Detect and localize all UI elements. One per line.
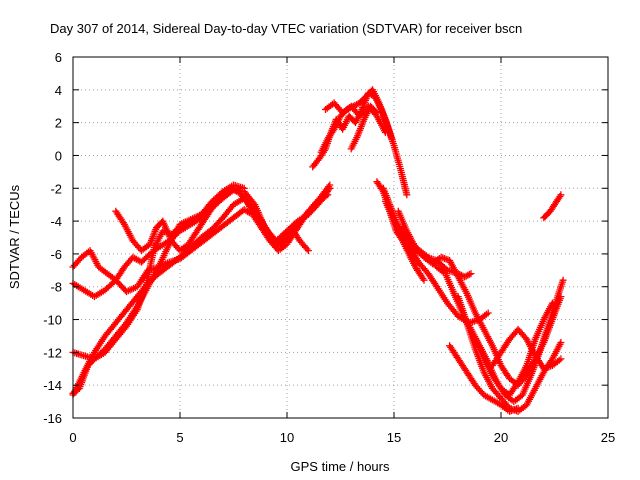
x-tick-label: 25 (601, 430, 615, 445)
series-track-19 (540, 191, 565, 222)
y-tick-label: -6 (50, 247, 62, 262)
series-track-10 (347, 102, 381, 153)
marker-track (446, 342, 522, 415)
x-axis-title: GPS time / hours (291, 459, 390, 474)
y-tick-label: -4 (50, 214, 62, 229)
x-tick-label: 5 (176, 430, 183, 445)
y-tick-label: -16 (43, 411, 62, 426)
y-tick-label: 4 (55, 83, 62, 98)
chart-title: Day 307 of 2014, Sidereal Day-to-day VTE… (50, 21, 522, 36)
x-axis: 0 5 10 15 20 25 (69, 57, 615, 445)
y-tick-label: 2 (55, 116, 62, 131)
y-tick-label: -12 (43, 345, 62, 360)
y-tick-label: -8 (50, 280, 62, 295)
y-axis-title: SDTVAR / TECUs (7, 184, 22, 289)
x-tick-label: 10 (280, 430, 294, 445)
marker-track (471, 299, 556, 399)
x-tick-label: 20 (494, 430, 508, 445)
marker-track (540, 191, 565, 222)
series-track-20 (373, 178, 428, 284)
marker-track (373, 178, 428, 284)
x-tick-label: 0 (69, 430, 76, 445)
x-tick-label: 15 (387, 430, 401, 445)
y-tick-label: 6 (55, 50, 62, 65)
y-tick-label: -10 (43, 313, 62, 328)
series-track-18 (488, 325, 565, 373)
plot-border (72, 56, 609, 419)
y-tick-label: -14 (43, 378, 62, 393)
y-tick-label: 0 (55, 148, 62, 163)
data-points (69, 86, 567, 415)
y-axis: -16 -14 -12 -10 -8 -6 -4 -2 0 2 4 6 (43, 50, 608, 426)
series-track-4 (69, 181, 248, 397)
marker-track (488, 325, 565, 373)
series-track-17 (471, 299, 556, 399)
marker-track (69, 181, 248, 397)
series-track-16 (446, 342, 522, 415)
y-tick-label: -2 (50, 181, 62, 196)
marker-track (454, 293, 565, 415)
series-track-15 (454, 293, 565, 415)
marker-track (347, 102, 381, 153)
